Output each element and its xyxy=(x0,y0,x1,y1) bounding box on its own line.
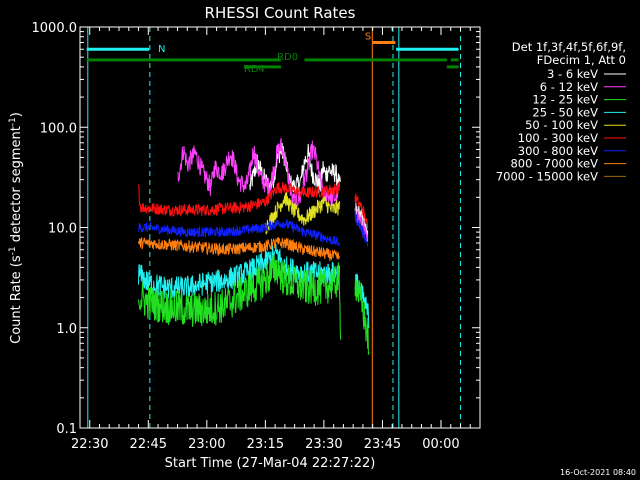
x-tick-label: 23:00 xyxy=(188,437,225,452)
y-tick-label: 10.0 xyxy=(48,222,77,237)
series-segment-2-1 xyxy=(354,193,369,229)
series-segment-2-0 xyxy=(138,181,340,218)
chart-title: RHESSI Count Rates xyxy=(205,4,356,22)
footer-timestamp: 16-Oct-2021 08:40 xyxy=(560,468,636,477)
series-segment-6-1 xyxy=(354,273,370,329)
y-tick-label: 1.0 xyxy=(56,322,77,337)
x-axis-label: Start Time (27-Mar-04 22:27:22) xyxy=(165,456,376,471)
legend-header-1: FDecim 1, Att 0 xyxy=(537,53,626,67)
y-tick-label: 100.0 xyxy=(40,121,77,136)
x-tick-label: 00:00 xyxy=(422,437,459,452)
x-tick-label: 22:45 xyxy=(130,437,167,452)
legend-label-6: 300 - 800 keV xyxy=(518,144,598,158)
series-segment-4-1 xyxy=(354,211,369,247)
x-tick-label: 23:45 xyxy=(364,437,401,452)
series-segment-1-0 xyxy=(177,138,340,211)
legend-label-0: 3 - 6 keV xyxy=(547,67,598,81)
series-50-100-kev xyxy=(264,192,340,236)
x-tick-label: 22:30 xyxy=(71,437,108,452)
legend-label-1: 6 - 12 keV xyxy=(540,80,598,94)
series-300-800-kev xyxy=(138,211,369,247)
legend-label-2: 12 - 25 keV xyxy=(532,93,598,107)
x-tick-label: 23:15 xyxy=(247,437,284,452)
series-segment-7-1 xyxy=(354,274,370,355)
y-axis-label: Count Rate (s-1 detector segment-1) xyxy=(8,112,24,344)
series-100-300-kev xyxy=(138,181,369,229)
y-tick-label: 1000.0 xyxy=(32,21,78,36)
x-axis: 22:30 22:45 23:00 23:15 23:30 23:45 00:00 xyxy=(71,27,481,452)
legend-label-7: 800 - 7000 keV xyxy=(510,157,598,171)
x-tick-label: 23:30 xyxy=(305,437,342,452)
series-segment-7-0 xyxy=(138,255,342,340)
plot-area: N S RD0 RD4 xyxy=(86,27,461,428)
legend-label-4: 50 - 100 keV xyxy=(525,118,598,132)
series-segment-3-0 xyxy=(264,192,340,236)
legend-label-8: 7000 - 15000 keV xyxy=(496,169,598,183)
series-segment-4-0 xyxy=(138,219,340,247)
series-800-7000-kev xyxy=(138,237,340,262)
annotation-rd0: RD0 xyxy=(277,52,298,63)
legend: Det 1f,3f,4f,5f,6f,9f,FDecim 1, Att 03 -… xyxy=(496,40,626,183)
series-12-25-kev xyxy=(138,255,370,355)
legend-label-5: 100 - 300 keV xyxy=(518,131,598,145)
annotation-rd4: RD4 xyxy=(244,64,265,75)
series-segment-0-1 xyxy=(354,202,369,242)
legend-header-0: Det 1f,3f,4f,5f,6f,9f, xyxy=(512,40,626,54)
annotation-n: N xyxy=(158,44,165,55)
legend-label-3: 25 - 50 keV xyxy=(532,105,598,119)
series-segment-5-0 xyxy=(138,237,340,262)
y-tick-label: 0.1 xyxy=(56,422,77,437)
y-axis: 1000.0 100.0 10.0 1.0 0.1 xyxy=(32,21,480,437)
annotation-s: S xyxy=(365,32,371,43)
